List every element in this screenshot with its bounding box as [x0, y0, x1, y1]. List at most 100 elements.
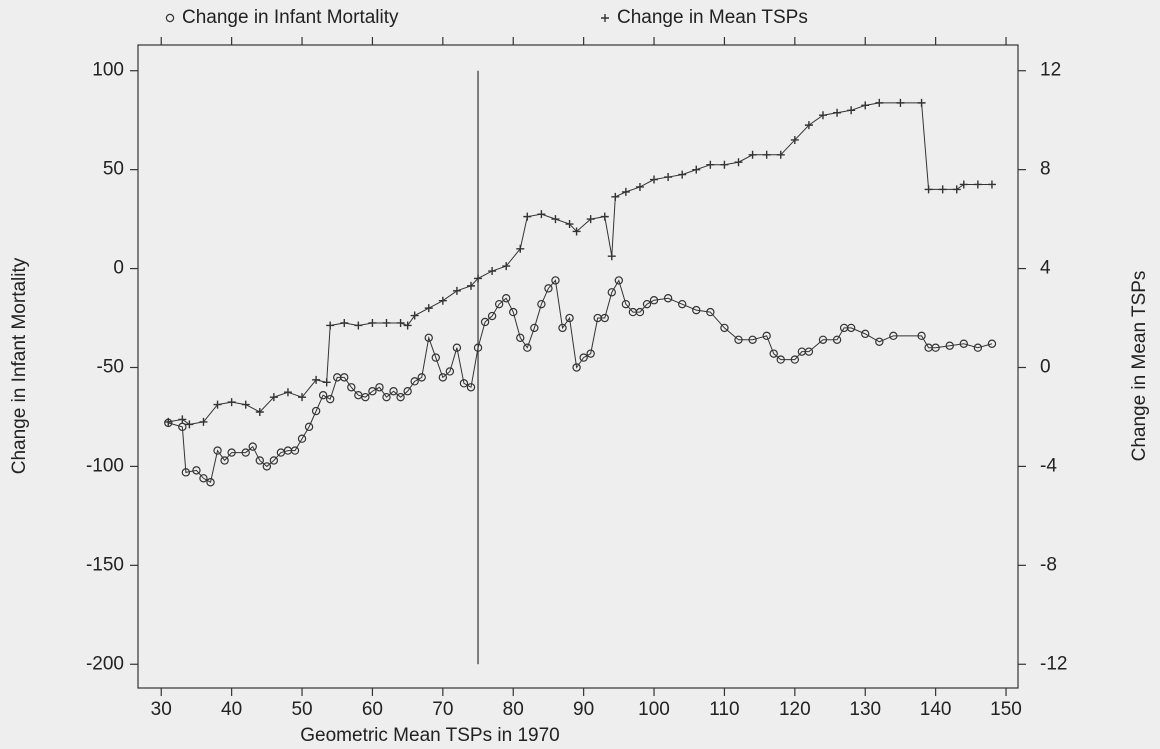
point	[199, 417, 208, 426]
legend-label: Change in Mean TSPs	[617, 7, 808, 28]
y-tick-label: -200	[86, 653, 124, 674]
point	[917, 98, 926, 107]
point	[551, 215, 560, 224]
point	[431, 353, 440, 362]
y-tick-label: -50	[97, 357, 124, 378]
point	[846, 323, 856, 333]
point	[565, 220, 574, 229]
point	[748, 335, 757, 344]
point	[790, 135, 799, 144]
x-tick-label: 60	[362, 699, 383, 720]
point	[804, 347, 814, 356]
point	[368, 387, 377, 396]
point	[523, 343, 532, 352]
x-tick-label: 130	[849, 699, 881, 720]
y-tick-label: 0	[113, 258, 124, 279]
y-axis-title: Change in Infant Mortality	[9, 257, 30, 474]
point	[178, 415, 187, 424]
point	[804, 121, 813, 130]
point	[389, 387, 398, 396]
point	[678, 170, 687, 179]
point	[368, 318, 377, 327]
point	[572, 227, 581, 236]
point	[181, 468, 191, 477]
point	[748, 150, 757, 159]
point	[706, 160, 715, 169]
point	[614, 276, 624, 285]
point	[847, 106, 856, 115]
point	[241, 448, 250, 457]
point	[438, 296, 447, 305]
x-tick-label: 120	[779, 699, 811, 720]
point	[480, 317, 490, 327]
point	[466, 281, 475, 290]
x-tick-label: 30	[151, 699, 172, 720]
point	[565, 313, 574, 323]
point	[861, 329, 870, 339]
point	[621, 299, 631, 309]
point	[424, 333, 433, 343]
point	[255, 456, 264, 465]
point	[164, 417, 173, 426]
y2-tick-label: 4	[1040, 258, 1051, 279]
point	[833, 108, 842, 117]
point	[861, 101, 870, 110]
point	[410, 377, 419, 386]
point	[537, 299, 546, 309]
point	[938, 185, 947, 194]
point	[973, 343, 983, 352]
x-tick-label: 100	[638, 699, 670, 720]
point	[720, 323, 729, 333]
point	[642, 299, 652, 309]
y2-tick-label: 0	[1040, 357, 1051, 378]
point	[692, 165, 701, 174]
point	[987, 180, 996, 189]
point	[326, 321, 335, 330]
point	[417, 373, 426, 382]
point	[185, 420, 194, 429]
point	[776, 355, 785, 364]
point	[438, 373, 448, 382]
point	[248, 442, 257, 451]
point	[473, 343, 483, 352]
point	[487, 311, 497, 321]
point	[952, 185, 961, 194]
point	[889, 331, 898, 341]
point	[706, 307, 715, 317]
point	[607, 288, 616, 297]
point	[311, 406, 321, 416]
point	[959, 180, 968, 189]
point	[410, 311, 419, 320]
point	[382, 318, 391, 327]
point	[720, 160, 729, 169]
point	[354, 321, 363, 330]
y-tick-label: 100	[92, 60, 124, 81]
point	[290, 446, 300, 455]
point	[516, 244, 525, 253]
point	[586, 215, 595, 224]
point	[424, 304, 433, 313]
point	[206, 478, 215, 487]
point	[790, 355, 800, 364]
point	[734, 158, 743, 167]
point	[220, 456, 229, 465]
legend-label: Change in Infant Mortality	[182, 7, 399, 28]
x-tick-label: 80	[503, 699, 524, 720]
point	[762, 331, 771, 341]
point	[931, 343, 940, 352]
x-tick-label: 50	[291, 699, 312, 720]
x-tick-label: 150	[990, 699, 1022, 720]
y2-tick-label: 8	[1040, 159, 1051, 180]
y-tick-label: 50	[103, 159, 124, 180]
point	[523, 212, 532, 221]
point	[987, 339, 997, 348]
point	[382, 392, 391, 402]
point	[227, 448, 236, 457]
point	[283, 388, 292, 397]
point	[452, 343, 462, 352]
y-tick-label: -100	[86, 455, 124, 476]
point	[776, 150, 785, 159]
point	[361, 392, 370, 402]
